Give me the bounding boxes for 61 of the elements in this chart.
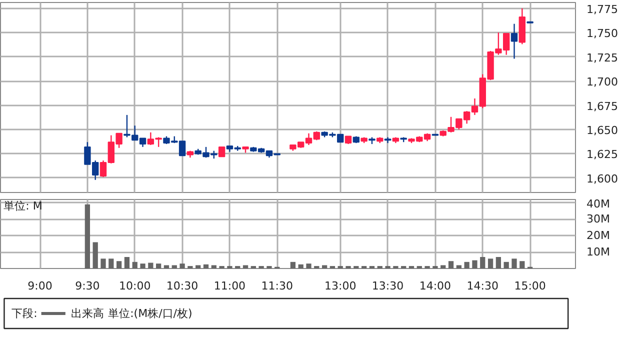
bar — [211, 265, 216, 268]
bar — [124, 257, 130, 268]
y-tick-label: 1,700 — [586, 76, 618, 89]
text: 単位:(M株/口/枚) — [108, 307, 192, 320]
bar — [322, 265, 328, 268]
y-tick-label: 1,775 — [586, 2, 618, 16]
bar — [496, 257, 502, 268]
bar — [512, 258, 517, 268]
y-tick-label: 20M — [586, 229, 610, 242]
bar — [116, 261, 122, 268]
bar — [84, 204, 90, 268]
bar — [196, 265, 201, 268]
x-tick-label: 11:30 — [261, 280, 293, 292]
y-tick-label: 1,725 — [586, 51, 618, 64]
bar — [480, 257, 486, 268]
candlestick — [218, 146, 226, 158]
bar — [298, 264, 304, 268]
bar — [108, 258, 114, 268]
bar — [504, 262, 509, 268]
bar — [164, 265, 170, 268]
annotation: 単位: M — [4, 200, 42, 212]
y-tick-label: 10M — [586, 246, 610, 259]
bar — [448, 261, 454, 268]
bar — [140, 264, 146, 268]
candlestick — [510, 23, 518, 60]
x-tick-label: 13:00 — [324, 280, 356, 292]
y-tick-label: 1,750 — [586, 27, 618, 40]
bar — [456, 265, 462, 268]
bar — [520, 261, 525, 268]
x-tick-label: 14:00 — [419, 280, 452, 292]
bar — [172, 265, 177, 268]
x-tick-label: 9:00 — [28, 280, 52, 292]
x-tick-label: 9:30 — [75, 280, 100, 292]
bar — [203, 264, 209, 268]
bar — [306, 264, 312, 268]
y-tick-label: 1,675 — [586, 100, 618, 113]
y-tick-label: 1,650 — [586, 124, 618, 137]
x-tick-label: 11:00 — [214, 280, 246, 292]
x-tick-label: 15:00 — [514, 280, 546, 292]
bar — [92, 242, 98, 268]
bar — [290, 262, 296, 268]
bar — [472, 260, 478, 268]
x-tick-label: 10:00 — [119, 280, 151, 292]
y-tick-label: 1,600 — [586, 172, 618, 186]
legend-label: 出来高 — [70, 307, 104, 320]
bar — [488, 258, 494, 268]
bar — [464, 262, 470, 268]
y-tick-label: 1,625 — [586, 148, 618, 162]
bar — [148, 262, 154, 268]
x-tick-label: 10:30 — [166, 280, 198, 292]
x-tick-label: 13:30 — [372, 280, 404, 292]
y-tick-label: 30M — [586, 212, 610, 226]
bar — [156, 264, 162, 268]
bar — [242, 265, 248, 268]
legend-title: 下段: — [12, 307, 38, 320]
bar — [180, 264, 185, 268]
y-tick-label: 40M — [586, 198, 610, 210]
bar — [132, 262, 138, 268]
bar — [440, 265, 446, 268]
x-tick-label: 14:30 — [466, 280, 498, 292]
bar — [100, 258, 106, 268]
